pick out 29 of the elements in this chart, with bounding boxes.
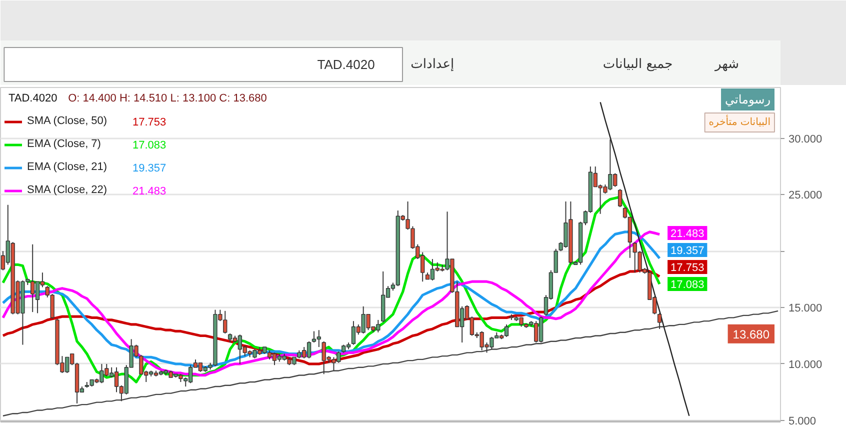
text: 19.357 xyxy=(132,162,166,174)
line-series xyxy=(2,310,779,416)
text: TAD.4020 xyxy=(317,57,375,72)
text: 21.483 xyxy=(132,186,166,198)
y-tick-label: 5.000 xyxy=(788,415,816,428)
candlestick xyxy=(657,312,662,330)
text: 17.083 xyxy=(132,140,166,152)
data-label: 17.083 xyxy=(670,279,704,292)
text: إعدادات xyxy=(410,57,454,72)
legend-label: EMA (Close, 21) xyxy=(27,160,108,174)
text: 13.680 xyxy=(732,327,770,342)
y-tick-label: 25.000 xyxy=(788,190,822,202)
text: 17.753 xyxy=(132,116,166,128)
data-label: 19.357 xyxy=(670,245,704,258)
candlestick xyxy=(618,188,622,208)
text: O: 14.400 H: 14.510 L: 13.100 C: 13.680 xyxy=(68,92,267,104)
text: شهر xyxy=(714,57,740,72)
legend-label: EMA (Close, 7) xyxy=(27,138,101,150)
y-tick-label: 15.000 xyxy=(788,302,822,315)
data-label: 17.753 xyxy=(670,262,704,274)
annotation: البيانات متأخره xyxy=(708,114,771,128)
legend-label: SMA (Close, 50) xyxy=(27,114,108,128)
y-tick-label: 30.000 xyxy=(788,133,822,146)
y-tick-label: 10.000 xyxy=(788,358,822,371)
text: TAD.4020 xyxy=(8,92,58,104)
legend-label: SMA (Close, 22) xyxy=(27,184,108,196)
data-label: 21.483 xyxy=(670,228,704,240)
annotation: رسوماتي xyxy=(725,92,771,106)
text: جميع البيانات xyxy=(602,57,673,72)
